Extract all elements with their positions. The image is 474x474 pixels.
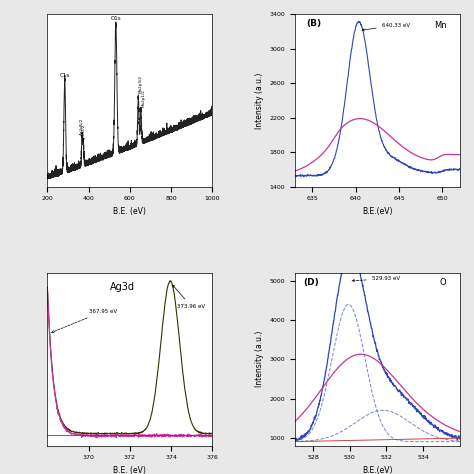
Y-axis label: Intensity (a.u.): Intensity (a.u.) — [255, 73, 264, 128]
X-axis label: B.E.(eV): B.E.(eV) — [362, 466, 392, 474]
Text: (B): (B) — [306, 19, 321, 28]
Text: 367.95 eV: 367.95 eV — [52, 309, 117, 333]
Y-axis label: Intensity (a.u.): Intensity (a.u.) — [255, 331, 264, 387]
Text: Ag3d: Ag3d — [110, 282, 135, 292]
Text: 529.93 eV: 529.93 eV — [352, 276, 400, 282]
X-axis label: B.E. (eV): B.E. (eV) — [113, 207, 146, 216]
Text: O: O — [440, 278, 447, 287]
Text: C1s: C1s — [60, 73, 70, 78]
X-axis label: B.E.(eV): B.E.(eV) — [362, 207, 392, 216]
Text: Ag3d5/2: Ag3d5/2 — [81, 117, 84, 135]
Text: (D): (D) — [303, 278, 319, 287]
Text: 373.96 eV: 373.96 eV — [173, 285, 205, 309]
Text: Mn: Mn — [434, 21, 447, 30]
Text: 640.33 eV: 640.33 eV — [362, 23, 410, 31]
X-axis label: B.E. (eV): B.E. (eV) — [113, 466, 146, 474]
Text: O1s: O1s — [110, 16, 121, 21]
Text: Ag3d3/2: Ag3d3/2 — [82, 124, 86, 141]
Text: Mn2p1/2: Mn2p1/2 — [141, 89, 145, 107]
Text: Mn2p3/2: Mn2p3/2 — [138, 75, 142, 93]
